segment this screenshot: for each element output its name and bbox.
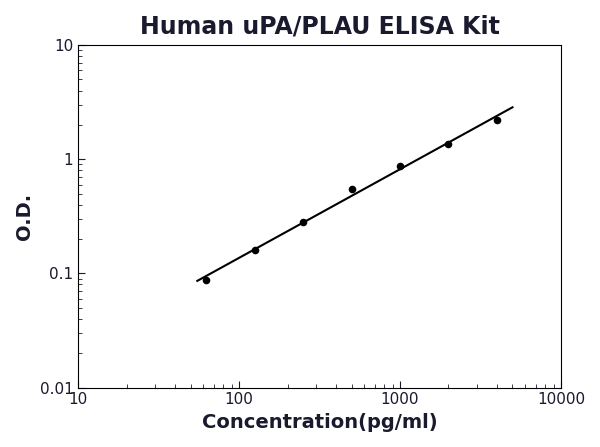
Point bbox=[347, 186, 356, 193]
Point bbox=[492, 117, 502, 124]
Point bbox=[443, 141, 453, 148]
Point bbox=[202, 276, 211, 283]
X-axis label: Concentration(pg/ml): Concentration(pg/ml) bbox=[202, 413, 437, 432]
Point bbox=[298, 219, 308, 226]
Y-axis label: O.D.: O.D. bbox=[15, 193, 34, 240]
Point bbox=[395, 162, 405, 169]
Point bbox=[250, 247, 259, 254]
Title: Human uPA/PLAU ELISA Kit: Human uPA/PLAU ELISA Kit bbox=[140, 15, 499, 39]
